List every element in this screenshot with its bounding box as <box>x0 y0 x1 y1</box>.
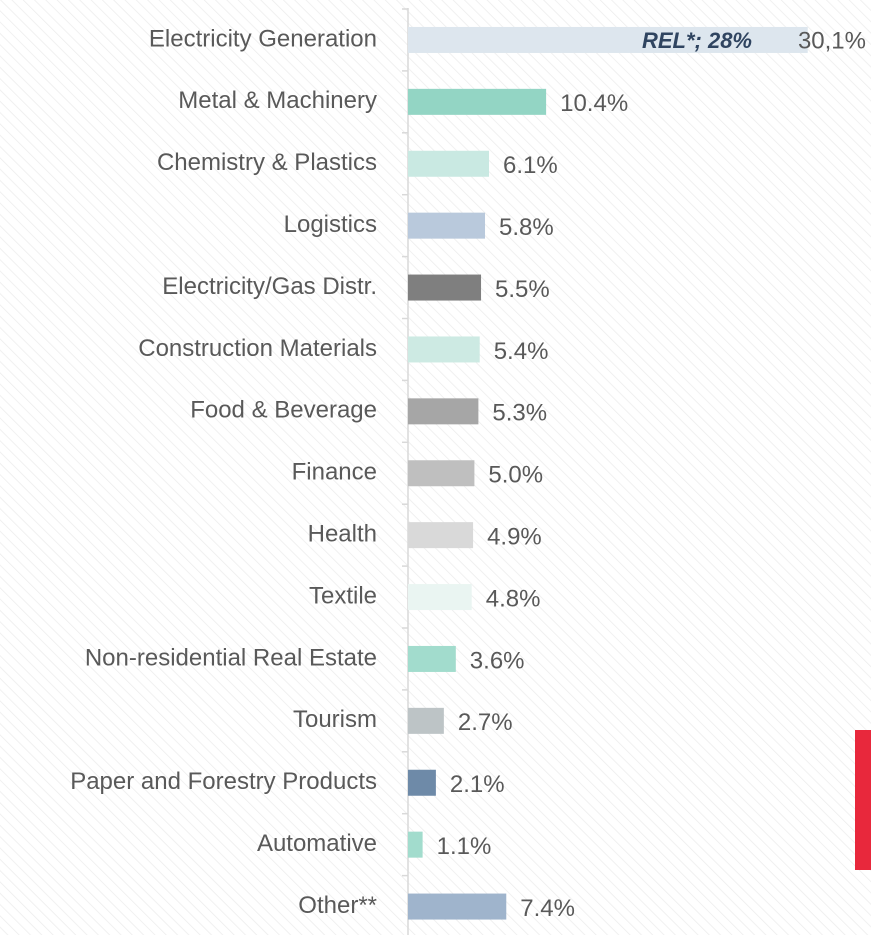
bar <box>408 769 436 796</box>
bar <box>408 831 423 858</box>
bar <box>408 26 808 53</box>
bar <box>408 645 456 672</box>
value-label: 7.4% <box>520 895 575 922</box>
category-label: Other** <box>298 892 377 919</box>
value-label: 4.9% <box>487 523 542 550</box>
value-label: 2.7% <box>458 709 513 736</box>
category-label: Finance <box>292 459 377 486</box>
bar <box>408 707 444 734</box>
value-label: 5.4% <box>494 338 549 365</box>
value-label: 2.1% <box>450 771 505 798</box>
category-label: Automative <box>257 830 377 857</box>
value-label: 5.5% <box>495 276 550 303</box>
bar <box>408 460 475 487</box>
category-label: Paper and Forestry Products <box>70 768 377 795</box>
value-label: 5.8% <box>499 214 554 241</box>
bar <box>408 150 490 177</box>
bar <box>408 398 479 425</box>
value-label: 5.3% <box>492 400 547 427</box>
value-label: 30,1% <box>798 27 866 54</box>
category-label: Electricity Generation <box>149 25 377 52</box>
bar <box>408 522 474 549</box>
bar <box>408 274 482 301</box>
annotation: REL*; 28% <box>642 28 752 53</box>
category-label: Chemistry & Plastics <box>157 149 377 176</box>
value-label: 3.6% <box>470 647 525 674</box>
bar <box>408 88 547 115</box>
category-label: Non-residential Real Estate <box>85 644 377 671</box>
category-label: Electricity/Gas Distr. <box>162 273 377 300</box>
category-label: Metal & Machinery <box>178 87 377 114</box>
category-label: Tourism <box>293 706 377 733</box>
side-marker <box>855 730 871 870</box>
value-label: 5.0% <box>488 462 543 489</box>
category-label: Construction Materials <box>138 335 377 362</box>
category-label: Textile <box>309 582 377 609</box>
bar <box>408 336 480 363</box>
bar <box>408 893 507 920</box>
value-label: 4.8% <box>486 585 541 612</box>
value-label: 6.1% <box>503 152 558 179</box>
category-label: Logistics <box>284 211 377 238</box>
bar <box>408 584 472 611</box>
category-label: Health <box>308 520 377 547</box>
category-label: Food & Beverage <box>190 397 377 424</box>
value-label: 1.1% <box>437 833 492 860</box>
value-label: 10.4% <box>560 90 628 117</box>
bar <box>408 212 486 239</box>
